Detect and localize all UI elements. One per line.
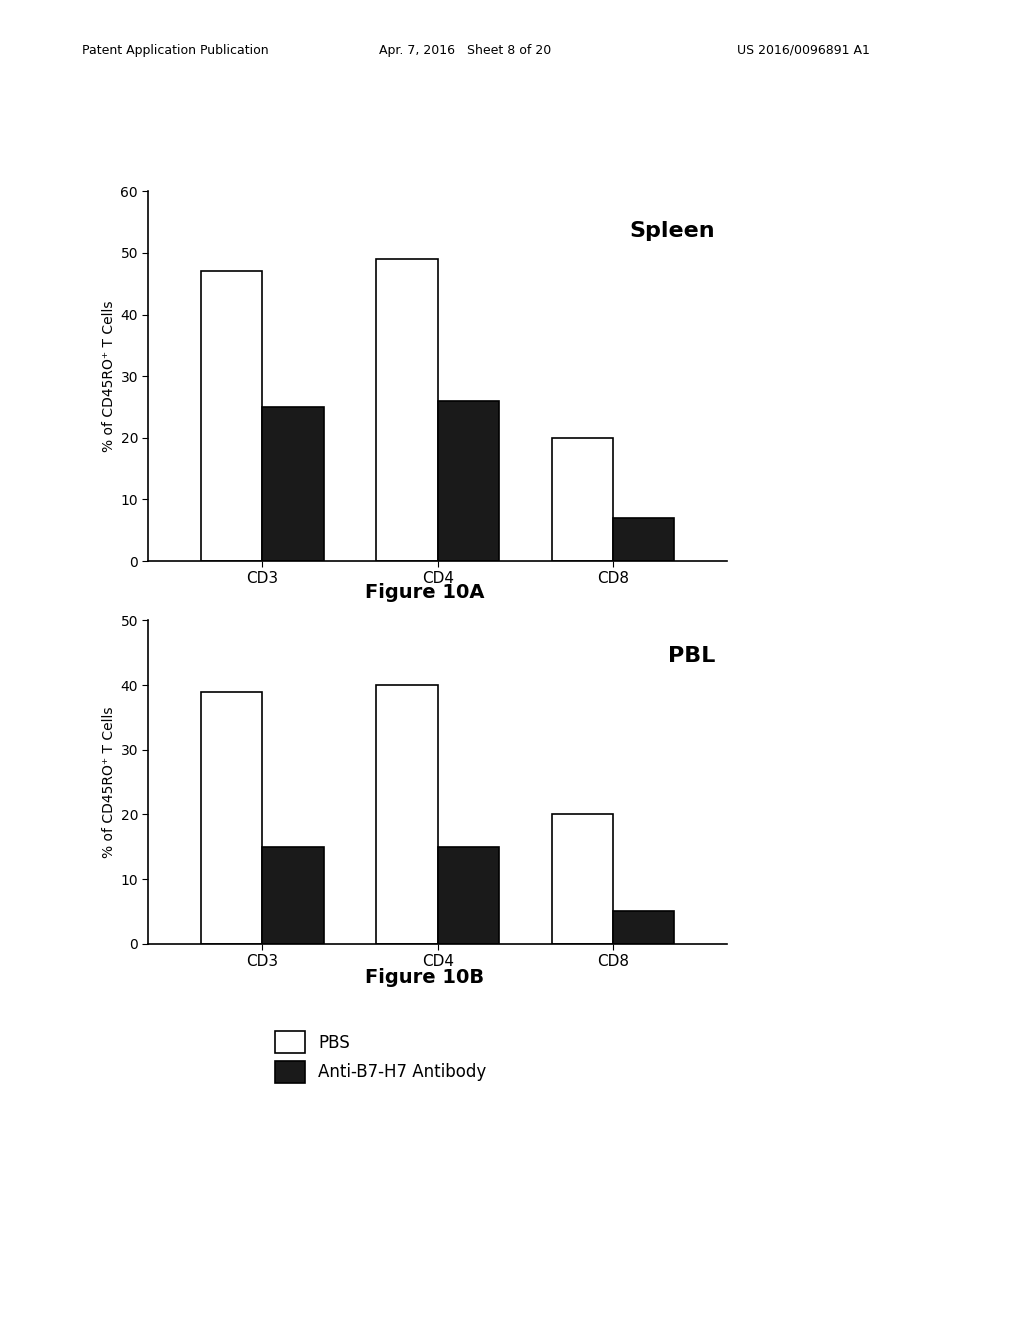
Bar	[262, 407, 324, 561]
Bar	[613, 517, 675, 561]
Bar	[201, 692, 262, 944]
Text: Patent Application Publication: Patent Application Publication	[82, 44, 268, 57]
Bar	[438, 847, 499, 944]
Text: Apr. 7, 2016   Sheet 8 of 20: Apr. 7, 2016 Sheet 8 of 20	[379, 44, 551, 57]
Bar	[552, 438, 613, 561]
Y-axis label: % of CD45RO⁺ T Cells: % of CD45RO⁺ T Cells	[102, 301, 117, 451]
Bar	[377, 259, 438, 561]
Bar	[377, 685, 438, 944]
Text: Spleen: Spleen	[630, 220, 716, 242]
Y-axis label: % of CD45RO⁺ T Cells: % of CD45RO⁺ T Cells	[102, 706, 117, 858]
Bar	[201, 272, 262, 561]
Text: US 2016/0096891 A1: US 2016/0096891 A1	[737, 44, 870, 57]
Bar	[438, 401, 499, 561]
Text: Figure 10A: Figure 10A	[366, 583, 484, 602]
Text: Figure 10B: Figure 10B	[366, 968, 484, 986]
Bar	[613, 911, 675, 944]
Legend: PBS, Anti-B7-H7 Antibody: PBS, Anti-B7-H7 Antibody	[274, 1031, 486, 1082]
Bar	[262, 847, 324, 944]
Bar	[552, 814, 613, 944]
Text: PBL: PBL	[668, 647, 716, 667]
